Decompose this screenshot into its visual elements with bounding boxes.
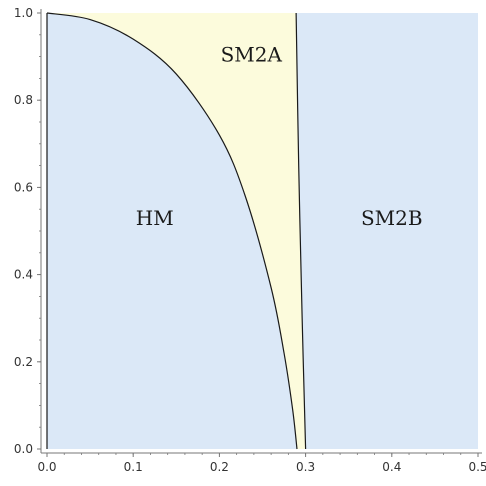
y-tick-label: 0.6 xyxy=(14,180,33,194)
boundaries-layer xyxy=(46,12,307,450)
x-tick-label: 0.0 xyxy=(37,460,56,474)
regions-layer xyxy=(47,13,478,449)
x-tick-label: 0.1 xyxy=(124,460,143,474)
boundary-hm-sm2a xyxy=(46,12,298,450)
region-label-sm2a: SM2A xyxy=(221,42,283,66)
axes-layer: 0.0 0.1 0.2 0.3 0.4 0.5 0.0 0.2 0.4 0.6 0.8 1.0 xyxy=(14,6,486,474)
y-tick-label: 1.0 xyxy=(14,6,33,20)
y-tick-label: 0.8 xyxy=(14,93,33,107)
y-tick-label: 0.0 xyxy=(14,442,33,456)
region-labels-layer: HM SM2A SM2B xyxy=(136,42,423,230)
region-hm xyxy=(47,13,297,449)
y-tick-label: 0.4 xyxy=(14,268,33,282)
region-label-hm: HM xyxy=(136,206,174,230)
x-tick-label: 0.5 xyxy=(468,460,486,474)
x-tick-label: 0.3 xyxy=(296,460,315,474)
x-tick-label: 0.4 xyxy=(382,460,401,474)
y-tick-label: 0.2 xyxy=(14,355,33,369)
x-tick-label: 0.2 xyxy=(210,460,229,474)
boundary-sm2a-sm2b xyxy=(295,12,307,450)
region-label-sm2b: SM2B xyxy=(361,206,423,230)
region-sm2b xyxy=(296,13,478,449)
region-sm2a xyxy=(47,13,306,449)
